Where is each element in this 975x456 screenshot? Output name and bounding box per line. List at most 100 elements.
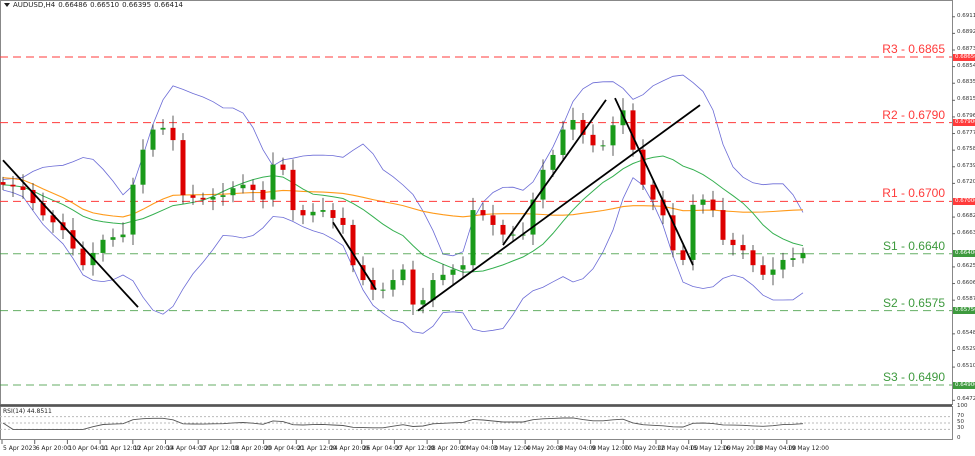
candle-body (750, 250, 756, 266)
x-tick-label: 3 May 12:00 (493, 445, 531, 452)
moving-average-green (2, 155, 804, 273)
candle-body (180, 140, 186, 196)
candle-body (300, 210, 306, 216)
x-tick-label: 5 Apr 2023 (3, 445, 37, 452)
candle-body (220, 195, 226, 197)
trendline (614, 97, 694, 266)
trendline (502, 99, 607, 246)
rsi-tick-label: 70 (957, 412, 964, 419)
dropdown-triangle-icon[interactable] (4, 3, 10, 7)
rsi-tick-label: 50 (957, 419, 964, 425)
candle-body (410, 269, 416, 305)
candle-body (510, 234, 516, 236)
candle-body (120, 234, 126, 238)
candle-body (540, 169, 546, 200)
bollinger-lower-band (2, 177, 804, 334)
rsi-tick-label: 30 (957, 425, 964, 432)
symbol-label: AUDUSD,H4 (13, 1, 56, 9)
level-label-s3: S3 - 0.6490 (882, 370, 945, 384)
candle-body (70, 230, 76, 249)
y-tick-label: 0.67205 (957, 179, 975, 186)
candle-body (320, 210, 326, 212)
candle-body (230, 188, 236, 196)
candle-body (290, 169, 296, 211)
candle-body (350, 224, 356, 266)
x-tick-label: 24 Apr 20:00 (330, 445, 370, 452)
x-tick-label: 16 May 20:00 (722, 445, 764, 452)
low-value: 0.66395 (122, 1, 152, 9)
candle-body (330, 210, 336, 218)
close-value: 0.66414 (154, 1, 184, 9)
candle-body (480, 210, 486, 216)
candle-body (450, 269, 456, 275)
y-tick-label: 0.67775 (957, 129, 975, 136)
main-plot-frame (0, 0, 953, 405)
candle-body (720, 210, 726, 240)
candle-body (740, 245, 746, 251)
candle-body (240, 184, 246, 189)
trendline (2, 159, 139, 308)
candle-body (170, 127, 176, 141)
x-tick-label: 26 Apr 04:00 (362, 445, 402, 452)
candle-body (110, 237, 116, 240)
candle-body (340, 217, 346, 225)
candle-body (20, 186, 26, 190)
candle-body (590, 134, 596, 146)
candle-body (210, 196, 216, 200)
candle-body (660, 199, 666, 216)
candle-body (50, 215, 56, 223)
x-tick-label: 10 Apr 04:00 (68, 445, 108, 452)
candle-body (260, 189, 266, 200)
candle-body (200, 197, 206, 200)
candle-body (550, 154, 556, 170)
y-tick-label: 0.68155 (957, 96, 975, 103)
trendline (332, 221, 377, 291)
candle-body (580, 119, 586, 135)
level-label-r1: R1 - 0.6700 (882, 186, 945, 201)
candle-body (380, 289, 386, 291)
candle-body (630, 110, 636, 150)
candle-body (670, 215, 676, 251)
rsi-label: RSI(14) 44.8511 (3, 408, 52, 415)
y-tick-label: 0.65105 (957, 363, 975, 370)
y-tick-label: 0.67965 (957, 112, 975, 119)
x-tick-label: 28 Apr 20:00 (428, 445, 468, 452)
candle-body (360, 265, 366, 281)
rsi-line (2, 417, 804, 430)
candle-body (790, 258, 796, 260)
rsi-tick-label: 100 (957, 403, 968, 409)
chart-header: AUDUSD,H4 0.66486 0.66510 0.66395 0.6641… (4, 1, 183, 9)
candle-body (470, 210, 476, 266)
x-tick-label: 18 Apr 20:00 (231, 445, 272, 452)
candle-body (600, 145, 606, 147)
candle-body (490, 215, 496, 225)
y-tick-label: 0.65295 (957, 346, 975, 353)
candle-body (190, 195, 196, 198)
candle-body (390, 280, 396, 290)
y-tick-label: 0.65485 (957, 329, 975, 336)
candle-body (570, 119, 576, 130)
x-tick-label: 21 Apr 12:00 (297, 445, 337, 452)
x-tick-label: 11 Apr 12:00 (101, 445, 141, 452)
moving-average-orange (2, 177, 804, 218)
y-tick-label: 0.67395 (957, 162, 975, 169)
x-tick-label: 15 May 12:00 (689, 445, 731, 452)
x-tick-label: 8 May 04:00 (558, 445, 597, 452)
x-tick-label: 12 May 04:00 (657, 445, 699, 452)
candle-body (440, 274, 446, 281)
candle-body (270, 164, 276, 200)
level-label-r2: R2 - 0.6790 (882, 107, 945, 122)
level-label-s2: S2 - 0.6575 (882, 295, 945, 310)
candle-body (310, 211, 316, 216)
candle-body (620, 110, 626, 126)
